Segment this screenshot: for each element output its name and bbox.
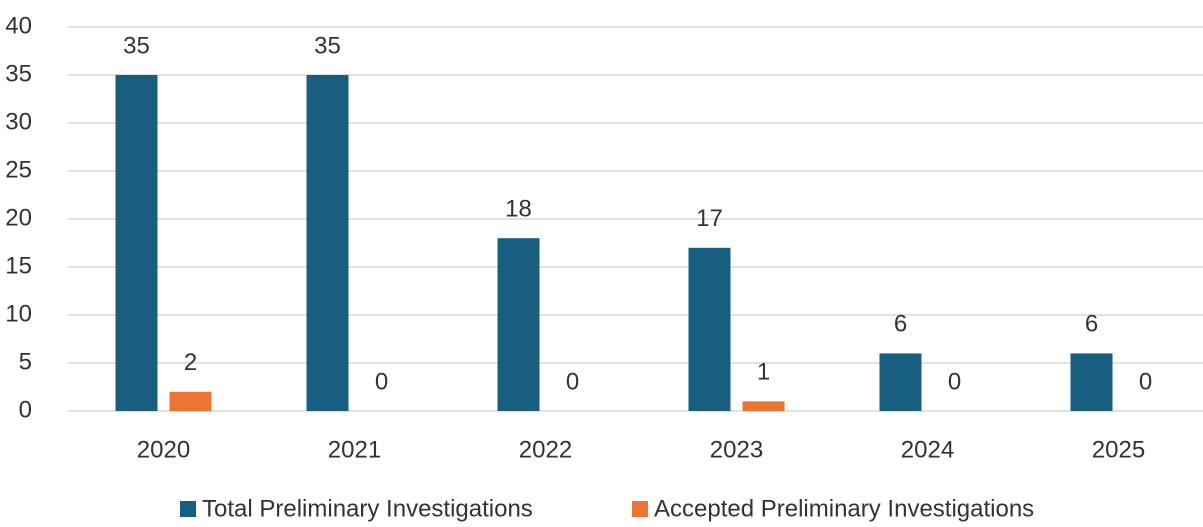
- x-tick-label: 2021: [328, 436, 381, 463]
- data-label: 18: [505, 196, 532, 223]
- y-tick-label: 15: [5, 252, 32, 279]
- x-tick-label: 2025: [1092, 436, 1145, 463]
- y-tick-label: 30: [5, 108, 32, 135]
- data-label: 0: [1139, 368, 1152, 395]
- data-label: 6: [1085, 311, 1098, 338]
- data-label: 0: [566, 368, 579, 395]
- bar: [1070, 353, 1113, 411]
- data-label: 35: [314, 32, 341, 59]
- y-tick-label: 25: [5, 156, 32, 183]
- legend-swatch: [180, 501, 196, 517]
- bar: [742, 401, 785, 411]
- data-label: 1: [757, 359, 770, 386]
- data-label: 0: [948, 368, 961, 395]
- x-tick-label: 2020: [137, 436, 190, 463]
- y-tick-label: 0: [19, 396, 32, 423]
- bar: [879, 353, 922, 411]
- y-tick-label: 10: [5, 300, 32, 327]
- y-tick-label: 40: [5, 12, 32, 39]
- data-label: 2: [184, 349, 197, 376]
- data-label: 35: [123, 32, 150, 59]
- legend-label: Accepted Preliminary Investigations: [654, 495, 1034, 522]
- x-tick-label: 2023: [710, 436, 763, 463]
- data-label: 6: [894, 311, 907, 338]
- bar: [169, 391, 212, 411]
- data-label: 17: [696, 205, 723, 232]
- bar: [688, 247, 731, 411]
- bar: [497, 238, 540, 411]
- legend-swatch: [632, 501, 648, 517]
- bar: [115, 75, 158, 411]
- y-tick-label: 5: [19, 348, 32, 375]
- x-tick-label: 2024: [901, 436, 954, 463]
- data-label: 0: [375, 368, 388, 395]
- bar: [306, 75, 349, 411]
- y-tick-label: 35: [5, 60, 32, 87]
- y-tick-label: 20: [5, 204, 32, 231]
- legend-label: Total Preliminary Investigations: [202, 495, 533, 522]
- x-tick-label: 2022: [519, 436, 572, 463]
